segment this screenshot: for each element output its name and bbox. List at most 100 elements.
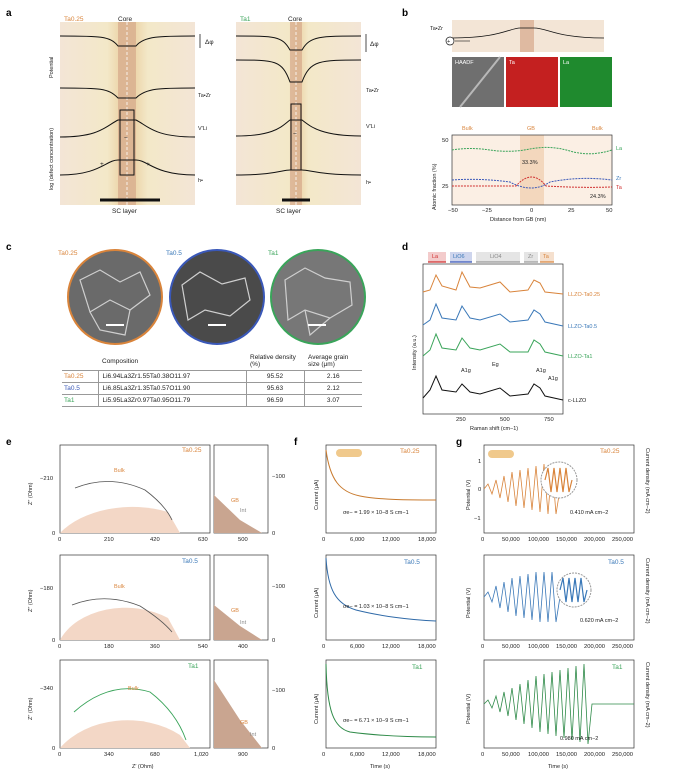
b-legend-la: La	[616, 146, 623, 152]
map-ta-label: Ta	[509, 60, 516, 66]
d-spectrum-ta025	[422, 270, 564, 295]
panel-d: d La LiO6 LiO4 Zr Ta LLZO-Ta0.25 LLZO-Ta…	[402, 242, 600, 432]
table-row: Ta1 Li5.95La3Zr0.97Ta0.95O11.79 96.59 3.…	[62, 394, 362, 407]
panel-letter-g: g	[456, 437, 462, 448]
g1-ylabel: Potential (V)	[466, 480, 472, 510]
g1-ytick-1: 1	[478, 459, 481, 465]
g2-ylabel: Potential (V)	[466, 588, 472, 618]
ta1-sc-label: SC layer	[276, 208, 302, 215]
f1-xtick-3: 18,000	[418, 537, 436, 543]
g1-ytick-m1: −1	[474, 516, 481, 522]
e-bulk-1: Bulk	[114, 468, 125, 474]
ta025-delta: Δφ	[205, 39, 214, 46]
e2-ytick-a: −180	[40, 586, 53, 592]
f1-xtick-0: 0	[322, 537, 325, 543]
g-cd-ta1: 0.980 mA cm−2	[560, 736, 598, 742]
th-density: Relative density (%)	[250, 354, 296, 368]
e-gb-3: GB	[240, 720, 248, 726]
f3-xtick-1: 6,000	[350, 752, 365, 758]
e1-ytick-a: −210	[40, 476, 53, 482]
d-mode-4: A1g	[548, 376, 558, 382]
f3-xtick-0: 0	[322, 752, 325, 758]
b-xtick-1: −25	[482, 208, 492, 214]
g3-xtick-4: 200,000	[584, 752, 605, 758]
d-xtick-500: 500	[500, 417, 510, 423]
g1-y2label: Current density (mA cm−2)	[644, 448, 650, 514]
row-density: 95.63	[245, 382, 304, 395]
d-name-ta1: LLZO-Ta1	[568, 354, 592, 360]
g1-xtick-5: 250,000	[612, 537, 633, 543]
panel-letter-c: c	[6, 242, 12, 253]
table-row: Ta0.5 Li6.85La3Zr1.35Ta0.57O11.90 95.63 …	[62, 382, 362, 395]
composition-table: Composition Relative density (%) Average…	[62, 352, 362, 407]
row-name: Ta0.5	[64, 385, 80, 392]
g3-xtick-2: 100,000	[528, 752, 549, 758]
f-curve-ta1	[325, 663, 437, 738]
ta025-title: Ta0.25	[64, 16, 84, 23]
e3-xtick-1: 340	[104, 752, 114, 758]
d-name-cllzo: c-LLZO	[568, 398, 587, 404]
d-mode-3: A1g	[536, 368, 546, 374]
g2-xtick-3: 150,000	[556, 644, 577, 650]
panel-e: e Ta0.25 Bulk GB Int −210 0 0 210 420 63…	[6, 437, 285, 770]
f-label-ta025: Ta0.25	[400, 448, 420, 455]
g-cd-ta025: 0.410 mA cm−2	[570, 510, 608, 516]
b-la-profile	[451, 146, 613, 155]
a-ylabel-potential: Potential	[49, 57, 55, 78]
d-spectrum-ta05	[422, 302, 564, 327]
ta025-plus-l: +	[100, 161, 104, 168]
b-annot-243: 24.3%	[590, 194, 606, 200]
c-label-ta1: Ta1	[268, 250, 279, 257]
panel-b: b Ta•Zr + HAADF Ta La Bulk GB Bulk 33.3%…	[402, 8, 623, 223]
g3-xtick-5: 250,000	[612, 752, 633, 758]
row-comp: Li6.85La3Zr1.35Ta0.57O11.90	[97, 382, 246, 395]
e-label-ta025: Ta0.25	[182, 447, 202, 454]
e2-xtick-3: 540	[198, 644, 208, 650]
e1-inset-x: 500	[238, 537, 248, 543]
b-region-gb: GB	[527, 126, 535, 132]
e3-inset-x: 900	[238, 752, 248, 758]
b-xlabel: Distance from GB (nm)	[490, 217, 546, 223]
e1-xtick-0: 0	[58, 537, 61, 543]
th-composition: Composition	[102, 357, 139, 365]
sem-ta025	[67, 249, 163, 345]
g3-xtick-0: 0	[481, 752, 484, 758]
ta025-species-h: h•	[198, 178, 203, 184]
g-cd-ta05: 0.620 mA cm−2	[580, 618, 618, 624]
panel-letter-a: a	[6, 8, 12, 19]
map-ta	[506, 57, 558, 107]
ta1-species-h: h•	[366, 180, 371, 186]
sem-ta05	[169, 249, 265, 345]
ta025-sc-label: SC layer	[112, 208, 138, 215]
g3-xtick-3: 150,000	[556, 752, 577, 758]
b-legend-ta: Ta	[616, 185, 623, 191]
g3-xtick-1: 50,000	[502, 752, 520, 758]
b-ytick-25: 25	[442, 184, 448, 190]
c-label-ta05: Ta0.5	[166, 250, 182, 257]
e1-xtick-3: 630	[198, 537, 208, 543]
g-label-ta1: Ta1	[612, 664, 623, 671]
e1-ylabel: Z″ (Ohm)	[28, 482, 34, 505]
e-int-1: Int	[240, 508, 247, 514]
ta025-species-ta: Ta•Zr	[198, 93, 211, 99]
row-comp: Li5.95La3Zr0.97Ta0.95O11.79	[97, 394, 246, 407]
e3-ylabel: Z″ (Ohm)	[28, 697, 34, 720]
g2-xtick-0: 0	[481, 644, 484, 650]
panel-g: g Ta0.25 0.410 mA cm−2 Ta0.5 0.620 mA cm…	[456, 437, 650, 770]
ta025-plus-r: +	[146, 161, 150, 168]
e2-inset-y0: −100	[272, 584, 285, 590]
table-header-row: Composition Relative density (%) Average…	[62, 352, 362, 371]
d-legend-ta: Ta	[543, 254, 550, 260]
d-xtick-250: 250	[456, 417, 466, 423]
e-gb-2: GB	[231, 608, 239, 614]
f3-xtick-3: 18,000	[418, 752, 436, 758]
f3-xtick-2: 12,000	[382, 752, 400, 758]
panel-a: a Ta0.25 Core Δφ − + + Ta•Zr V′Li h• SC …	[6, 8, 379, 215]
ta025-minus: −	[124, 135, 128, 142]
b-xtick-2: 0	[530, 208, 533, 214]
map-haadf-label: HAADF	[455, 60, 474, 66]
ta025-core-label: Core	[118, 16, 132, 23]
b-xtick-0: −50	[448, 208, 458, 214]
e3-xtick-0: 0	[58, 752, 61, 758]
ta025-species-v: V′Li	[198, 126, 207, 132]
